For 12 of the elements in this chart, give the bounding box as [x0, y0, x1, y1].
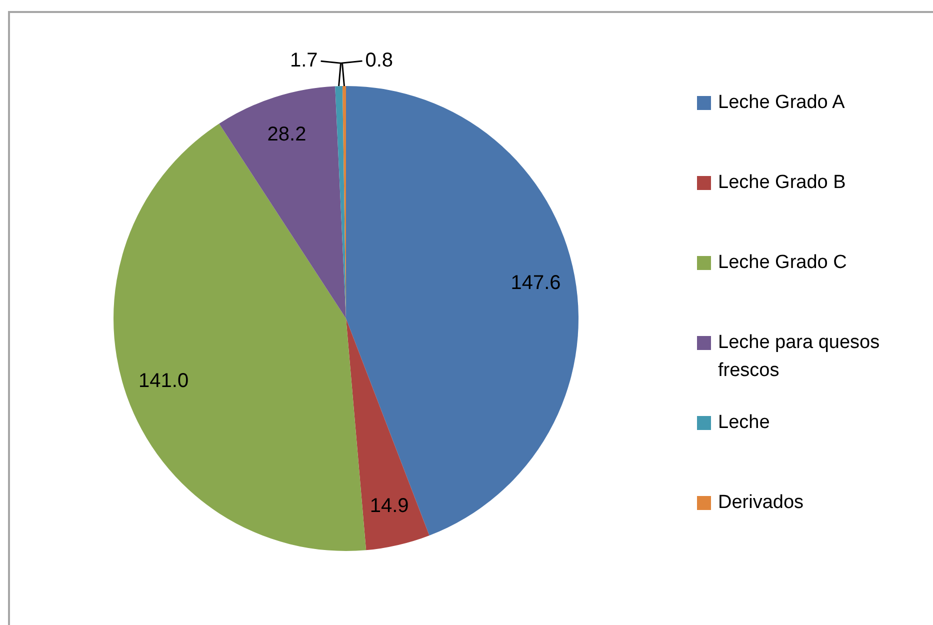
data-label: 147.6 — [510, 272, 561, 294]
legend-label: Leche Grado A — [718, 91, 846, 115]
data-label: 14.9 — [370, 495, 409, 518]
legend-label: Leche Grado B — [718, 171, 847, 195]
legend-label: Leche Grado C — [718, 251, 848, 275]
data-label: 28.2 — [267, 123, 306, 146]
data-label: 141.0 — [138, 370, 189, 392]
legend-label: Leche para quesos frescos — [718, 331, 881, 383]
data-label: 0.8 — [365, 50, 394, 72]
legend-label: Derivados — [718, 491, 805, 515]
legend-label: Leche — [718, 411, 771, 435]
data-label: 1.7 — [290, 50, 318, 72]
